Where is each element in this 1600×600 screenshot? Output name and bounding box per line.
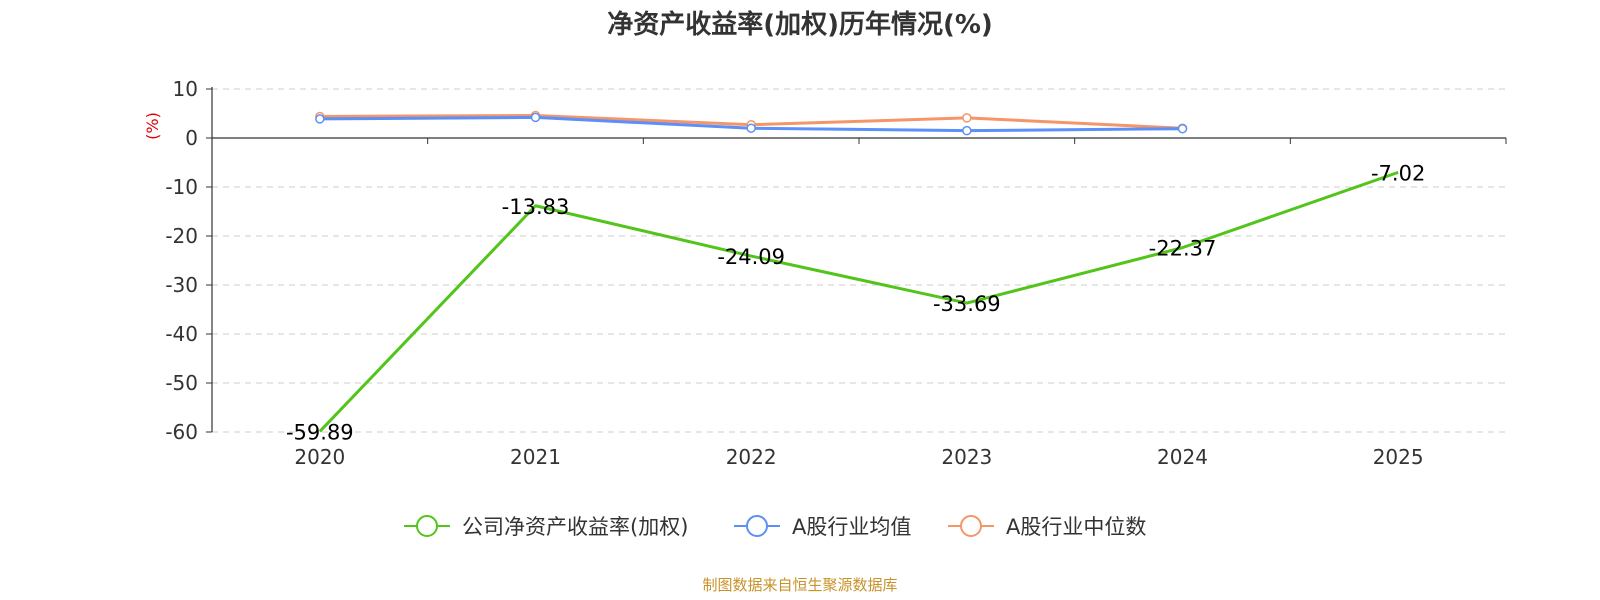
series-point xyxy=(530,112,541,123)
series-point xyxy=(962,125,972,136)
series-point xyxy=(1177,123,1188,134)
x-tick-label: 2020 xyxy=(294,445,345,469)
y-tick-label: -50 xyxy=(165,371,198,395)
data-labels: -59.89 -13.83 -24.09 -33.69 -22.37 -7.02 xyxy=(286,161,1425,444)
x-tick-label: 2023 xyxy=(941,445,992,469)
data-label: -22.37 xyxy=(1149,237,1217,261)
series-point xyxy=(315,114,325,124)
series-point xyxy=(962,113,972,123)
legend-label: A股行业均值 xyxy=(792,515,911,539)
legend-label: 公司净资产收益率(加权) xyxy=(462,515,688,539)
y-tick-label: -20 xyxy=(165,224,198,248)
legend-label: A股行业中位数 xyxy=(1006,515,1146,539)
data-label: -7.02 xyxy=(1371,161,1425,185)
series-line xyxy=(318,170,1399,433)
data-source-note: 制图数据来自恒生聚源数据库 xyxy=(702,576,897,594)
data-label: -13.83 xyxy=(502,195,570,219)
legend-circle-icon xyxy=(416,515,438,537)
data-label: -24.09 xyxy=(717,245,785,269)
legend[interactable]: 公司净资产收益率(加权) A股行业均值 A股行业中位数 xyxy=(404,515,1146,539)
series-lines xyxy=(315,110,1399,433)
legend-item[interactable]: 公司净资产收益率(加权) xyxy=(404,515,688,539)
x-tick-label: 2021 xyxy=(510,445,561,469)
x-tick-label: 2025 xyxy=(1373,445,1424,469)
y-axis-unit-label: (%) xyxy=(143,112,162,140)
series-point xyxy=(746,123,756,133)
y-tick-label: -30 xyxy=(165,273,198,297)
x-tick-label: 2024 xyxy=(1157,445,1208,469)
chart-title: 净资产收益率(加权)历年情况(%) xyxy=(607,9,993,40)
y-tick-label: -10 xyxy=(165,175,198,199)
y-tick-label: 10 xyxy=(173,77,198,101)
y-tick-label: -40 xyxy=(165,322,198,346)
legend-item[interactable]: A股行业均值 xyxy=(734,515,911,539)
y-tick-label: -60 xyxy=(165,420,198,444)
grid-lines xyxy=(212,88,1506,433)
legend-circle-icon xyxy=(960,515,982,537)
data-label: -33.69 xyxy=(933,292,1001,316)
legend-circle-icon xyxy=(746,515,768,537)
y-tick-label: 0 xyxy=(185,126,198,150)
x-tick-label: 2022 xyxy=(726,445,777,469)
data-label: -59.89 xyxy=(286,420,354,444)
axes: 10 0 -10 -20 -30 -40 -50 -60 2020 2021 2022 2023 202… xyxy=(165,77,1507,469)
legend-item[interactable]: A股行业中位数 xyxy=(948,515,1146,539)
